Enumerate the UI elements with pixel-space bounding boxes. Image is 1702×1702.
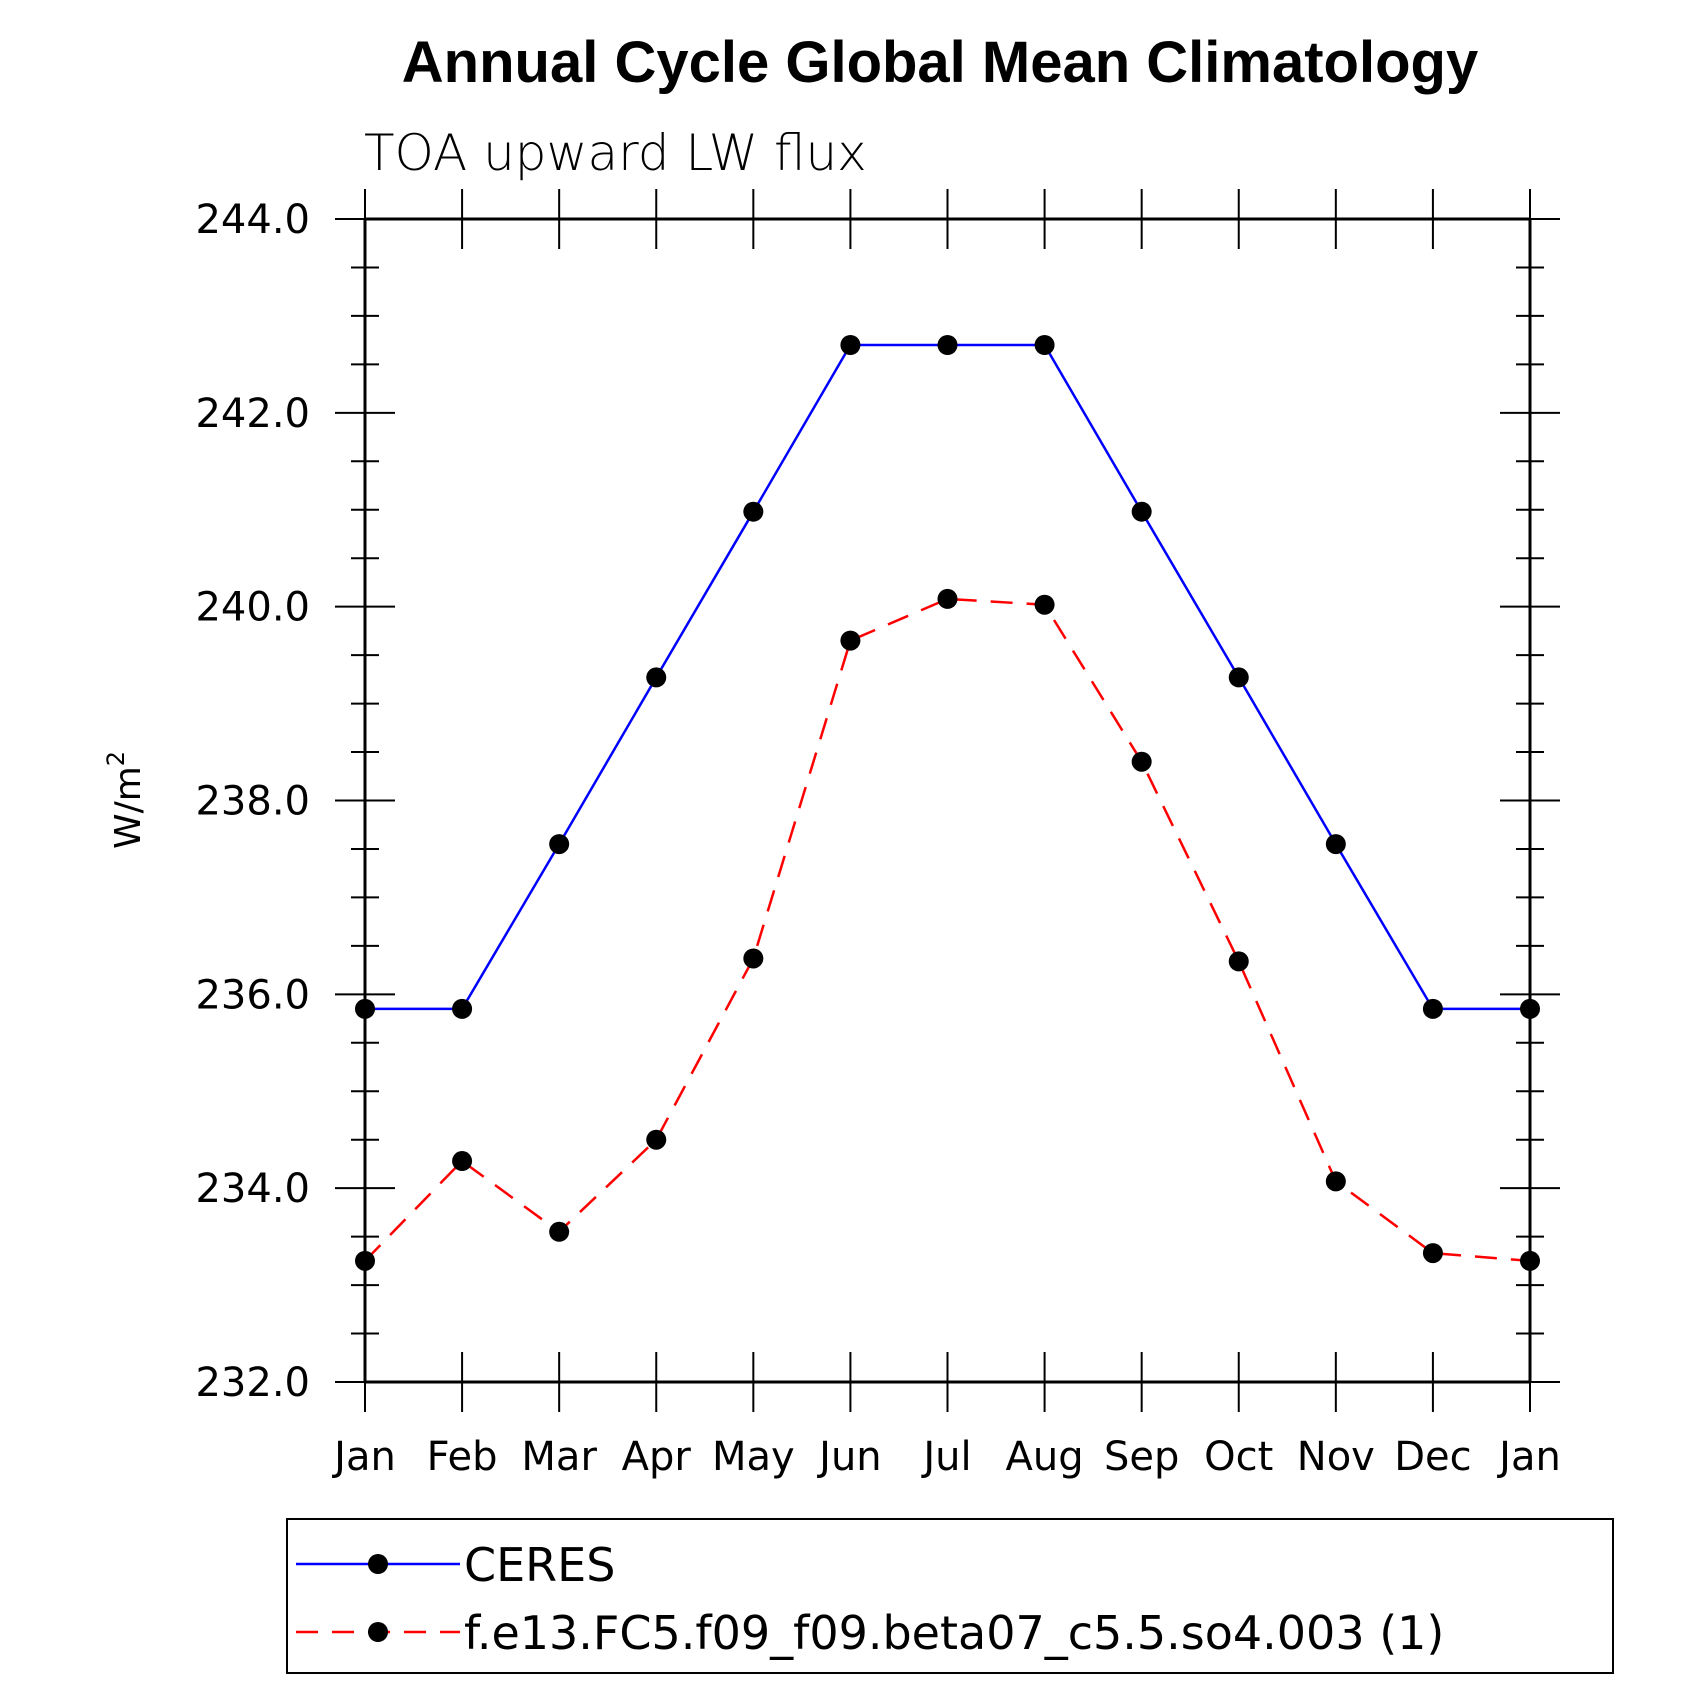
series-1-point [1520, 1250, 1540, 1271]
series-0-point [937, 334, 958, 355]
x-tick-label: Aug [1006, 1434, 1084, 1480]
series-0-point [840, 334, 861, 355]
plot-area: 232.0 234.0 236.0 238.0 240.0 242.0 244.0 Jan Fe… [102, 189, 1561, 1480]
series-0-point [1422, 998, 1443, 1019]
x-tick-label: Dec [1394, 1434, 1471, 1480]
legend: CERES f.e13.FC5.f09_f09.beta07_c5.5.so4.0… [286, 1518, 1614, 1674]
x-tick-label: Jan [1496, 1434, 1561, 1480]
series-line-0 [365, 343, 1530, 1011]
y-axis-label-sup: 2 [102, 751, 130, 766]
series-1-point [1325, 1171, 1346, 1192]
x-tick-label: Jun [816, 1434, 882, 1480]
x-tick-label: Feb [427, 1434, 498, 1480]
y-tick-label: 242.0 [195, 391, 310, 437]
x-tick-label: May [712, 1434, 795, 1480]
legend-label-1: f.e13.FC5.f09_f09.beta07_c5.5.so4.003 (1… [464, 1606, 1444, 1660]
chart-subtitle: TOA upward LW flux [364, 124, 867, 182]
x-tick-label: Nov [1297, 1434, 1375, 1480]
series-0-point [355, 998, 375, 1019]
y-axis-label-text: W/m [108, 766, 149, 849]
series-1-point [840, 630, 861, 651]
series-1-point [452, 1151, 473, 1172]
x-tick-label: Sep [1104, 1434, 1179, 1480]
legend-label-0: CERES [464, 1538, 615, 1592]
series-1-point [1034, 594, 1055, 615]
series-0-point [452, 998, 473, 1019]
legend-marker-0 [368, 1554, 388, 1574]
series-0-point [1034, 334, 1055, 355]
series-1-point [549, 1221, 570, 1242]
legend-marker-1 [368, 1622, 388, 1642]
y-tick-label: 236.0 [195, 972, 310, 1018]
y-tick-label: 232.0 [195, 1360, 310, 1406]
series-0-point [1325, 834, 1346, 855]
series-1-point [743, 948, 764, 969]
legend-box [286, 1518, 1614, 1674]
x-tick-label: Jul [920, 1434, 971, 1480]
y-axis-label: W/m2 [102, 751, 149, 849]
x-tick-label: Mar [521, 1434, 597, 1480]
y-tick-label: 238.0 [195, 779, 310, 825]
series-0-point [646, 667, 667, 688]
series-line-1 [364, 597, 1531, 1263]
series-1-point [1131, 751, 1152, 772]
x-tick-label: Oct [1204, 1434, 1273, 1480]
series-0-point [743, 501, 764, 522]
series-1-point [1228, 951, 1249, 972]
series-0-point [1228, 667, 1249, 688]
y-tick-label: 234.0 [195, 1166, 310, 1212]
series-0-point [1520, 998, 1540, 1019]
series-0-point [549, 834, 570, 855]
series-1-point [1422, 1243, 1443, 1264]
y-tick-label: 244.0 [195, 197, 310, 243]
series-1-point [937, 588, 958, 609]
y-tick-label: 240.0 [195, 585, 310, 631]
chart-title: Annual Cycle Global Mean Climatology [402, 30, 1478, 95]
series-1-point [355, 1250, 375, 1271]
x-tick-label: Jan [331, 1434, 396, 1480]
series-0-point [1131, 501, 1152, 522]
x-tick-label: Apr [622, 1434, 692, 1480]
series-1-point [646, 1129, 667, 1150]
